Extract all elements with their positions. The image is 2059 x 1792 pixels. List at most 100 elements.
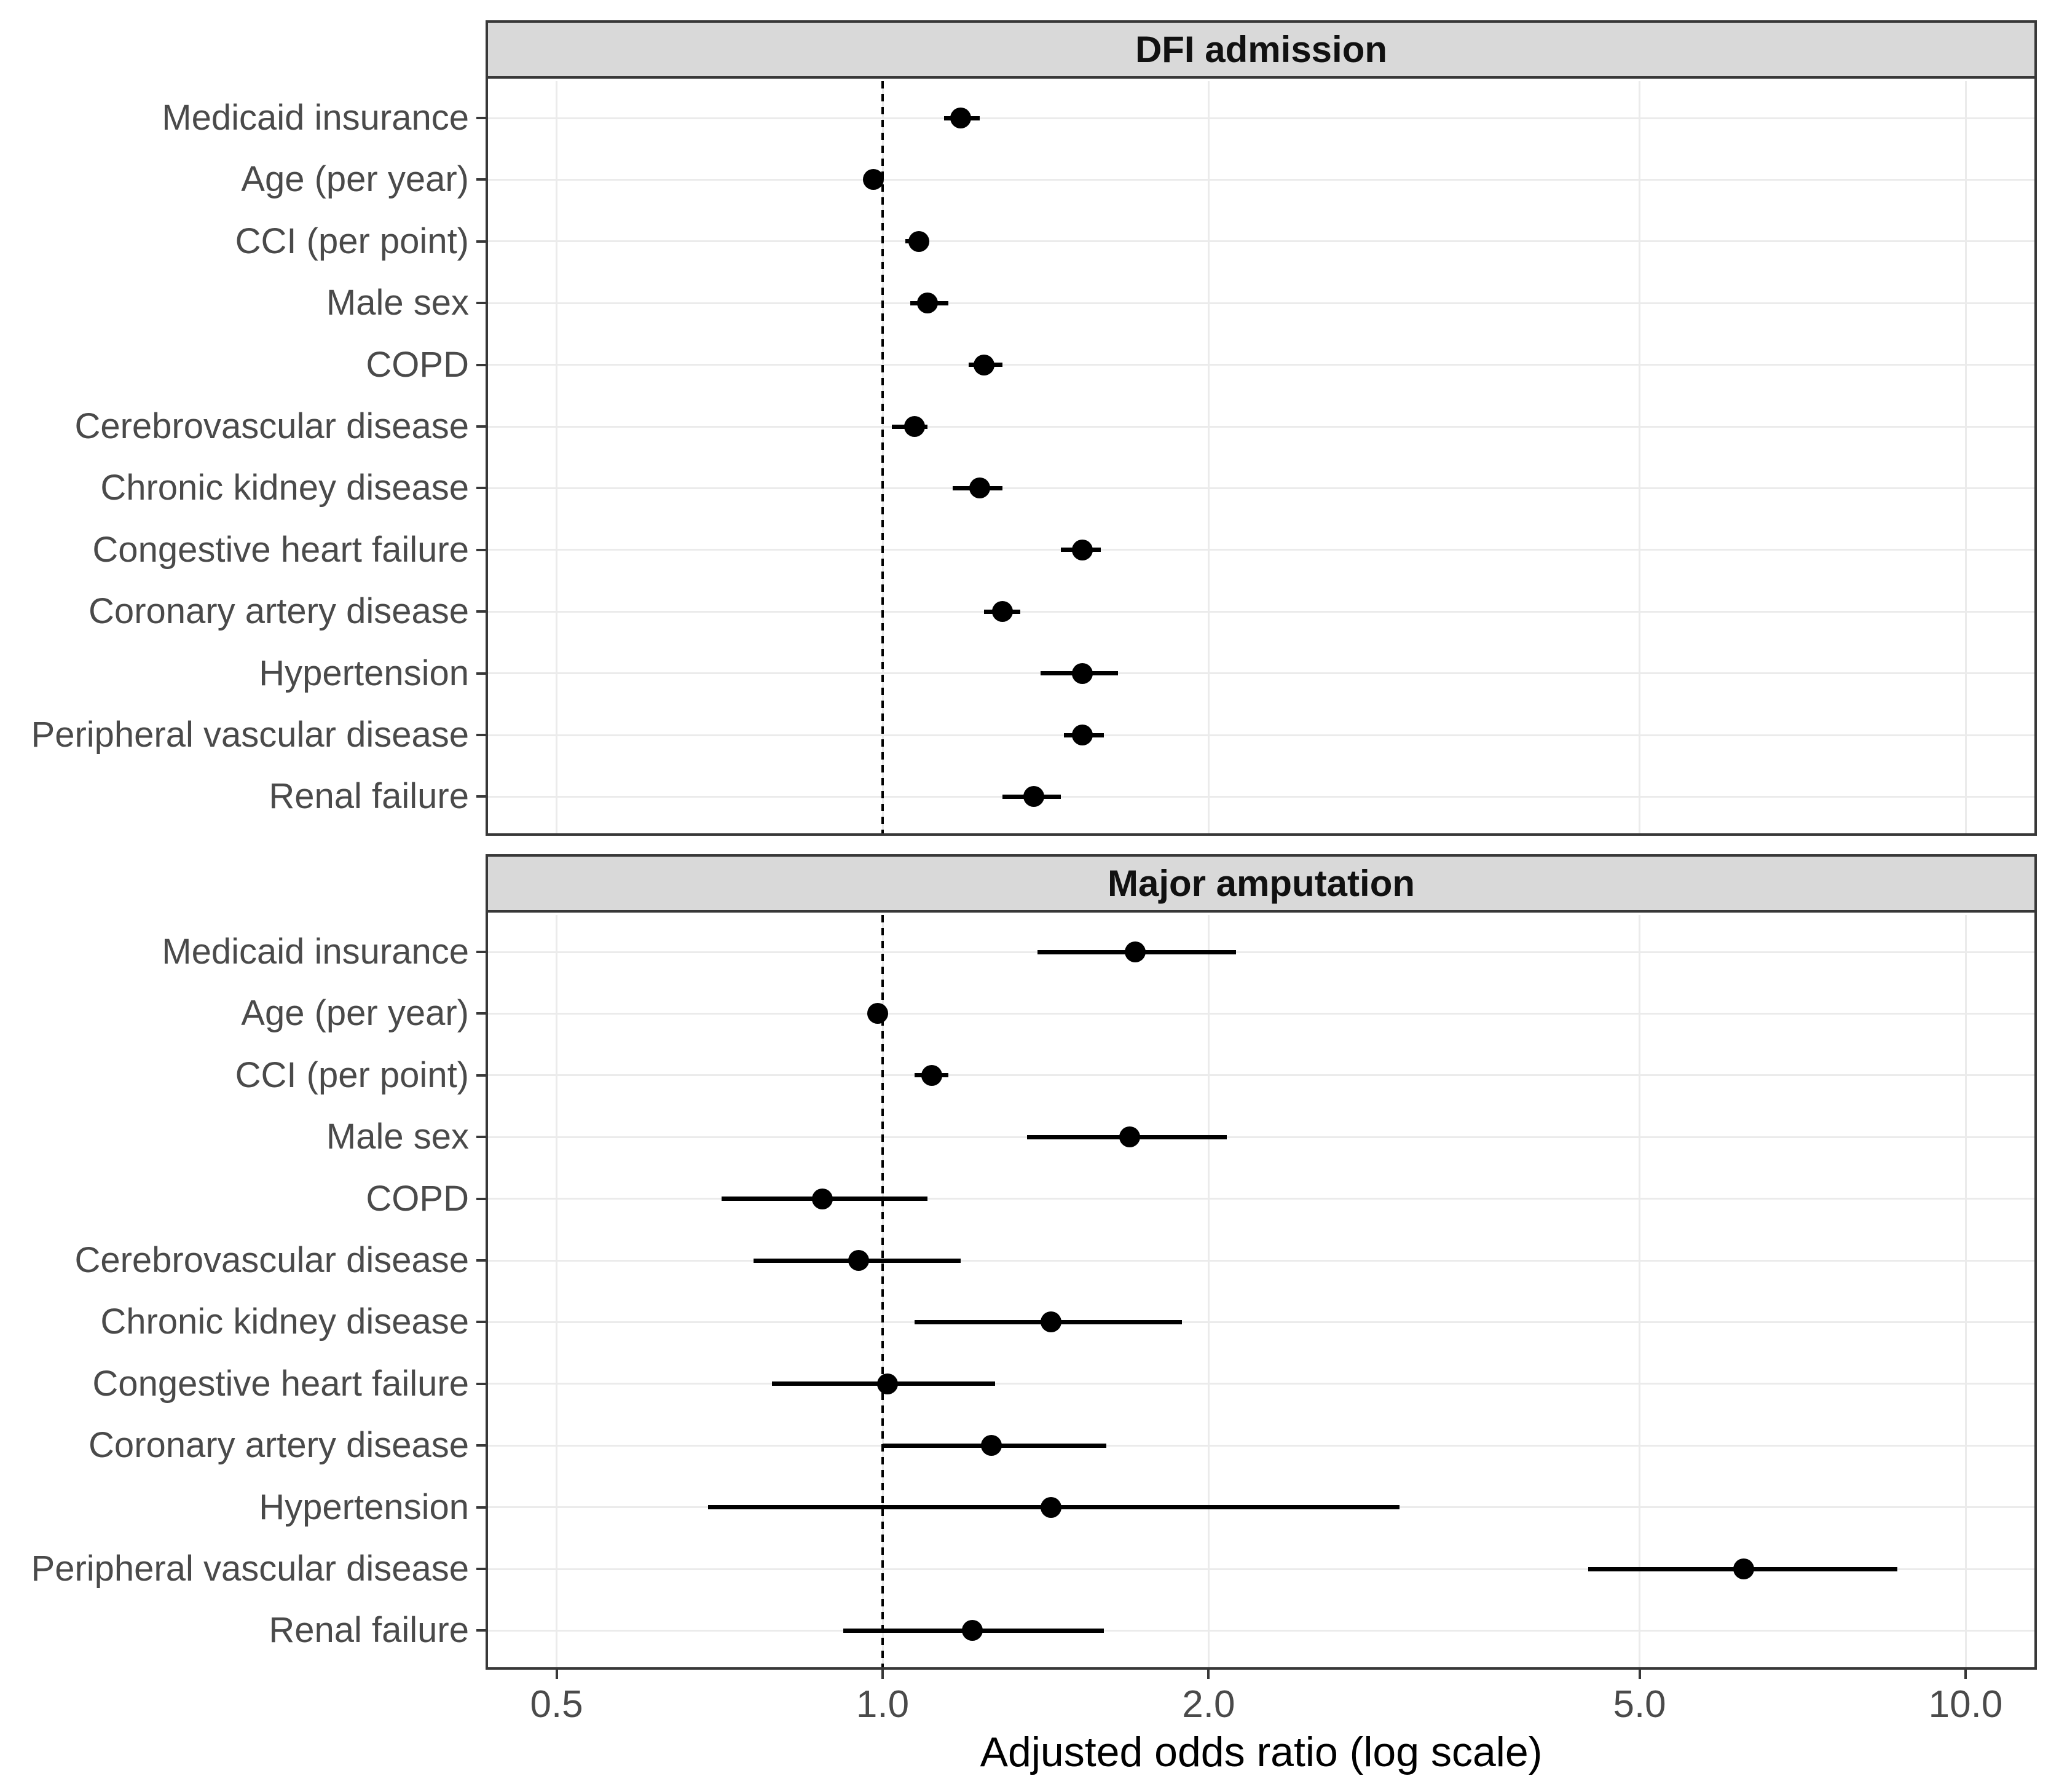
odds-ratio-point: [876, 1373, 898, 1394]
odds-ratio-point: [867, 1003, 889, 1024]
odds-ratio-point: [862, 169, 884, 191]
odds-ratio-point: [1072, 725, 1093, 745]
y-gridline: [488, 1629, 2034, 1632]
x-gridline: [1639, 915, 1641, 1667]
x-gridline: [556, 81, 558, 833]
y-axis-tick: [476, 117, 486, 119]
y-gridline: [488, 178, 2034, 181]
y-gridline: [488, 549, 2034, 551]
x-axis-tick: [555, 1670, 558, 1679]
category-label: Hypertension: [259, 1487, 469, 1527]
y-axis-tick: [476, 951, 486, 953]
reference-line-or-1: [881, 81, 884, 833]
category-label: Chronic kidney disease: [100, 1302, 469, 1342]
y-axis-tick: [476, 1506, 486, 1509]
x-tick-label: 0.5: [530, 1683, 583, 1726]
y-axis-tick: [476, 1259, 486, 1262]
y-gridline: [488, 1136, 2034, 1138]
reference-line-or-1: [881, 915, 884, 1667]
odds-ratio-point: [1072, 662, 1093, 684]
panel-major-amputation: [486, 913, 2037, 1670]
odds-ratio-point: [1072, 539, 1093, 560]
x-tick-label: 2.0: [1182, 1683, 1235, 1726]
y-gridline: [488, 1074, 2034, 1077]
y-axis-tick: [476, 1444, 486, 1447]
panel-dfi-admission: [486, 79, 2037, 836]
x-tick-label: 5.0: [1613, 1683, 1666, 1726]
odds-ratio-point: [904, 416, 925, 437]
y-gridline: [488, 302, 2034, 304]
odds-ratio-point: [908, 230, 929, 252]
category-label: Male sex: [326, 1117, 469, 1157]
odds-ratio-point: [1733, 1558, 1755, 1579]
x-axis-tick: [1207, 1670, 1210, 1679]
category-label: Congestive heart failure: [92, 529, 469, 570]
y-gridline: [488, 425, 2034, 428]
y-axis-tick: [476, 363, 486, 366]
y-gridline: [488, 672, 2034, 675]
odds-ratio-point: [991, 601, 1013, 623]
y-axis-tick: [476, 240, 486, 243]
y-axis-tick: [476, 795, 486, 798]
odds-ratio-point: [1023, 786, 1045, 808]
odds-ratio-point: [1040, 1496, 1061, 1518]
odds-ratio-point: [969, 477, 991, 499]
category-label: CCI (per point): [235, 221, 469, 261]
y-axis-tick: [476, 1074, 486, 1077]
category-label: Hypertension: [259, 653, 469, 693]
category-label: Cerebrovascular disease: [74, 1240, 469, 1280]
x-gridline: [1207, 915, 1210, 1667]
y-gridline: [488, 1321, 2034, 1323]
y-axis-tick: [476, 1321, 486, 1324]
category-label: Coronary artery disease: [89, 1425, 469, 1466]
odds-ratio-point: [1124, 941, 1146, 962]
x-gridline: [1964, 81, 1967, 833]
category-label: Age (per year): [241, 159, 469, 200]
y-gridline: [488, 951, 2034, 953]
y-axis-tick: [476, 302, 486, 305]
x-axis-title: Adjusted odds ratio (log scale): [980, 1729, 1543, 1775]
x-tick-label: 10.0: [1928, 1683, 2003, 1726]
y-gridline: [488, 1198, 2034, 1200]
y-axis-tick: [476, 1136, 486, 1139]
odds-ratio-point: [950, 108, 971, 128]
y-gridline: [488, 1259, 2034, 1262]
y-axis-tick: [476, 1568, 486, 1570]
category-label: Coronary artery disease: [89, 591, 469, 632]
category-label: COPD: [366, 344, 469, 385]
y-gridline: [488, 240, 2034, 243]
x-axis-tick: [1638, 1670, 1641, 1679]
y-axis-tick: [476, 487, 486, 490]
x-tick-label: 1.0: [856, 1683, 910, 1726]
y-gridline: [488, 487, 2034, 489]
facet-strip-dfi-admission: DFI admission: [486, 20, 2037, 79]
category-label: Renal failure: [269, 776, 469, 817]
y-axis-tick: [476, 1197, 486, 1200]
y-gridline: [488, 1012, 2034, 1015]
odds-ratio-point: [848, 1250, 869, 1271]
y-gridline: [488, 734, 2034, 736]
y-axis-tick: [476, 734, 486, 736]
x-gridline: [556, 915, 558, 1667]
y-axis-tick: [476, 1382, 486, 1385]
x-axis-tick: [881, 1670, 884, 1679]
odds-ratio-point: [921, 1064, 942, 1086]
category-label: Chronic kidney disease: [100, 468, 469, 508]
odds-ratio-point: [1040, 1311, 1061, 1333]
x-gridline: [1207, 81, 1210, 833]
y-gridline: [488, 117, 2034, 119]
category-label: CCI (per point): [235, 1055, 469, 1095]
category-label: Peripheral vascular disease: [31, 1549, 469, 1589]
category-label: Peripheral vascular disease: [31, 715, 469, 755]
y-axis-tick: [476, 610, 486, 613]
y-axis-tick: [476, 178, 486, 181]
odds-ratio-point: [961, 1620, 983, 1641]
category-label: Medicaid insurance: [162, 98, 469, 138]
category-label: Renal failure: [269, 1610, 469, 1651]
y-gridline: [488, 1444, 2034, 1447]
y-axis-tick: [476, 548, 486, 551]
y-axis-tick: [476, 672, 486, 675]
category-label: Congestive heart failure: [92, 1363, 469, 1404]
category-label: Cerebrovascular disease: [74, 406, 469, 446]
